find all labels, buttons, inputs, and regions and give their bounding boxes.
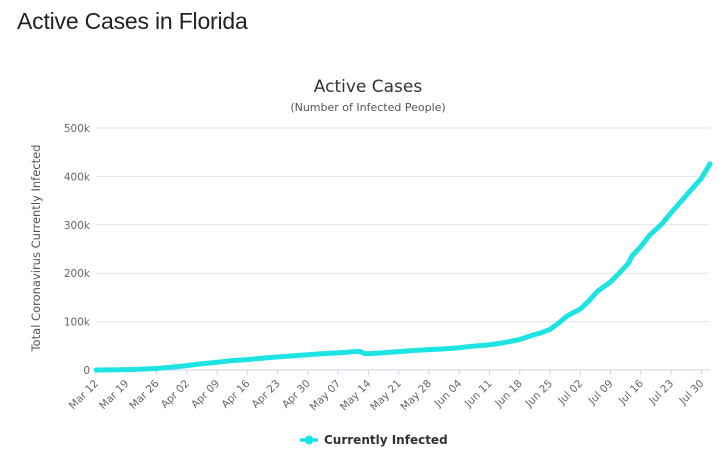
x-tick-label: Apr 09 [189, 378, 222, 411]
series-line-currently-infected[interactable] [93, 161, 713, 373]
data-point[interactable] [184, 363, 189, 368]
data-point[interactable] [617, 271, 622, 276]
data-point[interactable] [686, 190, 691, 195]
y-tick-label: 0 [83, 365, 90, 377]
x-tick-label: Jul 02 [555, 378, 585, 408]
x-tick-label: Jun 04 [432, 377, 465, 410]
x-tick-label: Apr 16 [219, 377, 252, 410]
x-tick-label: May 07 [308, 378, 344, 414]
x-tick-label: Jul 16 [616, 377, 646, 407]
data-point[interactable] [556, 321, 561, 326]
data-point[interactable] [357, 349, 362, 354]
data-point[interactable] [608, 279, 613, 284]
data-point[interactable] [695, 181, 700, 186]
y-tick-label: 300k [64, 220, 91, 232]
x-tick-label: Apr 02 [159, 378, 192, 411]
data-point[interactable] [336, 350, 341, 355]
data-point[interactable] [288, 353, 293, 358]
data-point[interactable] [586, 298, 591, 303]
chart-title: Active Cases [314, 77, 423, 97]
data-point[interactable] [154, 366, 159, 371]
data-point[interactable] [94, 368, 99, 373]
data-point[interactable] [197, 361, 202, 366]
x-tick-label: Jun 11 [462, 378, 495, 411]
data-point[interactable] [595, 289, 600, 294]
data-point[interactable] [638, 244, 643, 249]
x-tick-label: Apr 23 [250, 378, 283, 411]
y-tick-label: 500k [64, 123, 91, 135]
data-point[interactable] [630, 253, 635, 258]
data-point[interactable] [318, 351, 323, 356]
page-heading: Active Cases in Florida [17, 8, 248, 34]
x-tick-label: Jun 18 [492, 378, 525, 411]
data-point[interactable] [305, 352, 310, 357]
data-point[interactable] [487, 342, 492, 347]
data-point[interactable] [660, 221, 665, 226]
data-point[interactable] [396, 349, 401, 354]
gridlines [96, 127, 710, 371]
x-tick-label: Mar 26 [127, 377, 162, 412]
data-point[interactable] [379, 350, 384, 355]
data-point[interactable] [215, 360, 220, 365]
x-tick-label: Mar 19 [97, 378, 131, 412]
y-tick-label: 400k [64, 171, 91, 183]
data-point[interactable] [137, 367, 142, 372]
x-tick-label: Mar 12 [67, 378, 101, 412]
data-point[interactable] [708, 161, 713, 166]
x-tick-label: Jul 09 [586, 378, 616, 408]
series-layer [93, 161, 713, 373]
legend-label[interactable]: Currently Infected [324, 433, 448, 447]
data-point[interactable] [349, 349, 354, 354]
data-point[interactable] [647, 233, 652, 238]
data-point[interactable] [699, 176, 704, 181]
data-point[interactable] [245, 357, 250, 362]
data-point[interactable] [669, 210, 674, 215]
data-point[interactable] [677, 201, 682, 206]
data-point[interactable] [539, 330, 544, 335]
data-point[interactable] [258, 356, 263, 361]
x-tick-label: May 21 [368, 378, 404, 414]
data-point[interactable] [565, 313, 570, 318]
x-tick-label: May 14 [338, 377, 374, 413]
data-point[interactable] [530, 333, 535, 338]
data-point[interactable] [500, 340, 505, 345]
y-tick-label: 200k [64, 268, 91, 280]
data-point[interactable] [106, 367, 111, 372]
data-point[interactable] [517, 337, 522, 342]
y-axis-ticks: 0 100k 200k 300k 400k 500k [64, 123, 91, 377]
legend[interactable]: Currently Infected [300, 433, 448, 447]
data-point[interactable] [625, 262, 630, 267]
data-point[interactable] [362, 351, 367, 356]
data-point[interactable] [578, 307, 583, 312]
legend-swatch-marker [304, 435, 314, 445]
data-point[interactable] [426, 347, 431, 352]
x-tick-label: Jul 23 [646, 378, 676, 408]
data-point[interactable] [366, 351, 371, 356]
data-point[interactable] [167, 365, 172, 370]
data-point[interactable] [275, 354, 280, 359]
data-point[interactable] [409, 348, 414, 353]
x-tick-label: May 28 [398, 378, 434, 414]
y-axis-title: Total Coronavirus Currently Infected [29, 145, 43, 353]
data-point[interactable] [124, 367, 129, 372]
data-point[interactable] [548, 327, 553, 332]
data-point[interactable] [457, 345, 462, 350]
data-point[interactable] [439, 346, 444, 351]
y-tick-label: 100k [64, 317, 91, 329]
x-tick-label: Jul 30 [677, 378, 707, 408]
chart-subtitle: (Number of Infected People) [290, 101, 445, 114]
x-tick-label: Jun 25 [523, 378, 556, 411]
data-point[interactable] [470, 344, 475, 349]
data-point[interactable] [228, 358, 233, 363]
